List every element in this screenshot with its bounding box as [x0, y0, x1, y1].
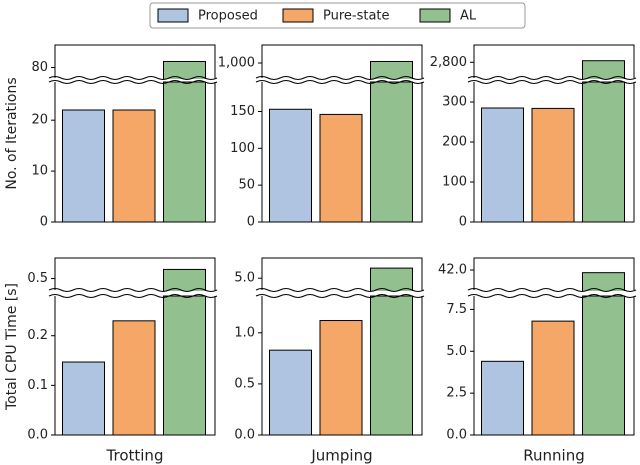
bar — [319, 320, 363, 436]
axis-frame — [261, 44, 423, 78]
axis-break-gap — [47, 79, 223, 81]
y-tick-label: 0.2 — [27, 328, 48, 343]
axis-break — [48, 288, 218, 292]
y-tick-label: 0.5 — [27, 271, 48, 286]
bar — [269, 108, 312, 223]
axis-break — [255, 294, 425, 298]
axis-frame — [54, 44, 216, 78]
axis-break-gap — [466, 79, 640, 81]
y-tick-label: 100 — [442, 175, 467, 190]
y-tick-label: 80 — [31, 60, 48, 75]
bar — [582, 81, 625, 223]
bar — [531, 107, 575, 223]
y-tick-label: 7.5 — [446, 302, 467, 317]
y-tick-label: 5.0 — [234, 271, 255, 286]
y-tick-label: 0 — [459, 215, 467, 230]
legend-label: Pure-state — [323, 9, 390, 24]
y-tick-label: 1,000 — [218, 56, 255, 71]
axis-break — [255, 76, 425, 80]
axis-break — [467, 80, 637, 84]
y-tick-label: 300 — [442, 95, 467, 110]
bar — [163, 81, 206, 223]
y-tick-label: 50 — [238, 178, 255, 193]
bar — [62, 361, 105, 436]
axis-frame — [54, 257, 216, 290]
y-tick-label: 0.0 — [27, 428, 48, 443]
axis-break — [48, 76, 218, 80]
bar — [481, 360, 524, 436]
axis-break-gap — [47, 291, 223, 295]
bar — [112, 109, 156, 223]
axis-break-gap — [466, 291, 640, 295]
bar — [319, 113, 363, 223]
axis-frame — [473, 257, 635, 290]
y-tick-label: 1.0 — [234, 325, 255, 340]
bar — [163, 295, 206, 436]
legend-swatch — [419, 8, 451, 23]
y-tick-label: 5.0 — [446, 344, 467, 359]
axis-frame — [261, 257, 423, 290]
bar — [370, 81, 413, 223]
y-tick-label: 0 — [247, 215, 255, 230]
x-axis-label: Jumping — [310, 447, 372, 465]
bar — [370, 295, 413, 436]
y-tick-label: 42.0 — [438, 263, 467, 278]
axis-frame — [473, 44, 635, 78]
bar — [582, 295, 625, 436]
y-tick-label: 20 — [31, 113, 48, 128]
axis-break-gap — [254, 79, 430, 81]
legend-swatch — [282, 8, 314, 23]
axis-break — [467, 76, 637, 80]
x-axis-label: Running — [523, 447, 584, 465]
y-axis-label: No. of Iterations — [4, 77, 20, 189]
y-tick-label: 100 — [230, 141, 255, 156]
axis-break — [48, 294, 218, 298]
y-tick-label: 200 — [442, 135, 467, 150]
axis-break — [467, 288, 637, 292]
y-tick-label: 2.5 — [446, 386, 467, 401]
axis-break — [255, 80, 425, 84]
y-axis-label: Total CPU Time [s] — [4, 283, 20, 411]
bar — [62, 109, 105, 223]
y-tick-label: 0 — [40, 215, 48, 230]
bar — [531, 320, 575, 436]
bar — [112, 320, 156, 436]
y-tick-label: 2,800 — [430, 55, 467, 70]
y-tick-label: 0.0 — [446, 428, 467, 443]
bar — [269, 349, 312, 436]
legend-swatch — [157, 8, 189, 23]
y-tick-label: 0.0 — [234, 428, 255, 443]
axis-break — [467, 294, 637, 298]
y-tick-label: 10 — [31, 164, 48, 179]
x-axis-label: Trotting — [106, 447, 164, 465]
y-tick-label: 0.5 — [234, 376, 255, 391]
legend-label: AL — [460, 9, 477, 24]
axis-break-gap — [254, 291, 430, 295]
y-tick-label: 150 — [230, 104, 255, 119]
axis-break — [255, 288, 425, 292]
axis-break — [48, 80, 218, 84]
y-tick-label: 0.1 — [27, 378, 48, 393]
legend-label: Proposed — [198, 9, 258, 24]
bar — [481, 107, 524, 223]
